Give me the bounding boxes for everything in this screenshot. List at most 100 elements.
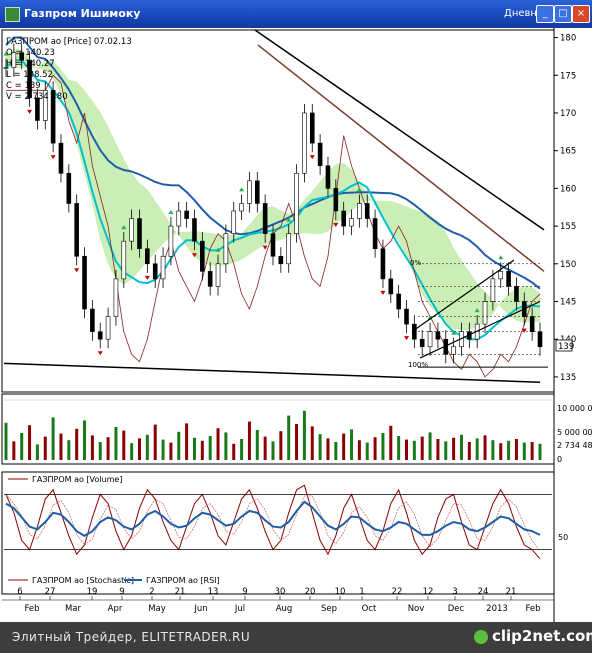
x-day-tick: 30 [275, 587, 286, 597]
volume-bar [200, 440, 204, 460]
down-arrow-marker [262, 245, 268, 250]
x-day-tick: 9 [242, 587, 247, 597]
candle-body [129, 218, 134, 242]
volume-tick-mid: 5 000 000 [557, 428, 592, 437]
candle-body [74, 203, 79, 257]
down-arrow-marker [309, 155, 315, 160]
candle-body [58, 142, 64, 174]
price-tick-label: 160 [560, 184, 576, 194]
volume-bar [208, 436, 212, 460]
candle-body [168, 225, 174, 257]
candle-body [427, 331, 433, 348]
volume-bar [381, 433, 385, 460]
app-icon [5, 7, 20, 22]
volume-bar [75, 428, 79, 460]
price-info-low: L = 138.52 [6, 70, 53, 80]
x-day-tick: 3 [452, 587, 457, 597]
volume-bar [247, 421, 251, 460]
candle-body [325, 165, 331, 189]
volume-bar [428, 432, 432, 460]
oscillator-layer [4, 484, 552, 560]
candle-body [404, 308, 409, 325]
volume-bar [98, 442, 102, 460]
down-arrow-marker [97, 351, 103, 356]
up-arrow-marker [3, 51, 9, 56]
candle-body [302, 112, 307, 174]
candle-body [11, 52, 17, 69]
candle-body [207, 271, 213, 287]
volume-bar [271, 441, 275, 460]
candle-body [113, 278, 119, 317]
candle-body [262, 203, 268, 234]
window-titlebar: Газпром Ишимоку Дневной _ □ × [0, 0, 592, 28]
volume-bar [114, 427, 118, 460]
candle-body [514, 286, 519, 302]
volume-bar [138, 438, 141, 460]
volume-bar [90, 435, 94, 460]
volume-legend: ГАЗПРОМ ао [Volume] [32, 475, 122, 484]
candle-body [176, 210, 182, 227]
chart-area[interactable]: 1801751701651601551501451401356271992211… [0, 28, 592, 622]
footer-brand[interactable]: clip2net.com [492, 627, 592, 645]
stochastic-legend: ГАЗПРОМ ао [Stochastic] [32, 576, 134, 585]
down-arrow-marker [521, 328, 527, 333]
candle-body [506, 271, 511, 287]
maximize-button[interactable]: □ [554, 5, 572, 23]
volume-bar [122, 430, 126, 460]
x-day-tick: 22 [392, 587, 403, 597]
volume-bar [43, 436, 47, 460]
x-day-tick: 12 [423, 587, 434, 597]
candle-body [451, 346, 456, 355]
down-arrow-marker [144, 275, 150, 280]
volume-bar [153, 424, 157, 460]
x-month-tick: Aug [276, 604, 293, 614]
candle-body [215, 263, 221, 287]
volume-bar [483, 435, 487, 460]
candle-body [333, 188, 339, 212]
minimize-button[interactable]: _ [536, 5, 554, 23]
price-tick-label: 175 [560, 71, 576, 81]
x-month-tick: Sep [321, 604, 337, 614]
candle-body [388, 278, 394, 295]
candle-body [239, 203, 244, 212]
price-info-open: O = 140.23 [6, 48, 55, 58]
volume-bar [177, 431, 181, 460]
candle-body [50, 90, 56, 144]
price-info-high: H = 140.27 [6, 59, 55, 69]
candle-body [317, 142, 323, 167]
volume-layer [4, 399, 552, 460]
channel-upper-line [411, 259, 515, 333]
volume-last-label: 2 734 480 [557, 441, 592, 450]
volume-bar [185, 423, 189, 460]
volume-bar [522, 442, 526, 460]
x-month-tick: Feb [24, 604, 39, 614]
down-arrow-marker [333, 223, 339, 228]
x-month-tick: Dec [448, 604, 465, 614]
up-arrow-marker [286, 217, 292, 222]
volume-bar [412, 440, 416, 460]
volume-bar [538, 443, 542, 460]
volume-bar [4, 422, 8, 460]
candle-body [97, 331, 103, 340]
close-button[interactable]: × [572, 5, 590, 23]
volume-bar [452, 437, 456, 460]
down-arrow-marker [404, 336, 409, 341]
volume-bar [28, 425, 32, 460]
up-arrow-marker [451, 330, 457, 335]
support-trendline [3, 362, 541, 383]
candle-body [396, 293, 401, 310]
candle-body [357, 203, 362, 219]
volume-bar [59, 433, 63, 460]
footer-bar: Элитный Трейдер, ELITETRADER.RU clip2net… [0, 622, 592, 653]
up-arrow-marker [356, 187, 362, 192]
volume-bar [467, 442, 471, 460]
volume-bar [255, 430, 259, 460]
clip2net-icon [474, 630, 488, 644]
price-tick-label: 165 [560, 147, 576, 157]
price-tick-label: 155 [560, 222, 576, 232]
candle-body [42, 90, 48, 121]
period-label[interactable]: Дневной [504, 8, 550, 19]
volume-bar [145, 434, 149, 460]
volume-bar [192, 437, 196, 460]
candle-body [419, 338, 425, 348]
